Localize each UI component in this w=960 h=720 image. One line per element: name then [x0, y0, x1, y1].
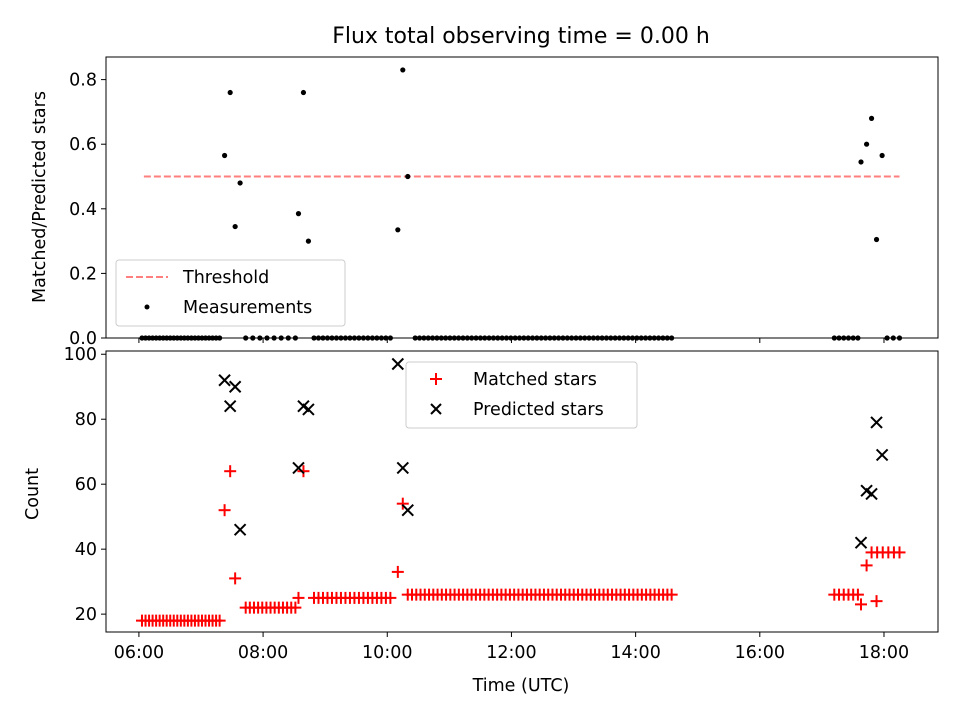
x-tick-label: 18:00 — [859, 643, 909, 663]
matched-star-point — [665, 588, 678, 601]
matched-star-point — [870, 595, 883, 608]
predicted-stars-legend-swatch — [430, 403, 442, 415]
x-tick-label: 08:00 — [238, 643, 288, 663]
top-legend: Threshold Measurements — [115, 259, 346, 327]
top-panel: 0.0 0.2 0.4 0.6 0.8 — [69, 56, 939, 349]
measurement-point — [237, 180, 243, 186]
predicted-star-point — [391, 357, 405, 371]
predicted-stars-legend-label: Predicted stars — [473, 400, 604, 420]
matched-star-point — [384, 591, 397, 604]
bottom-y-axis-label: Count — [23, 468, 43, 520]
measurement-point — [300, 89, 307, 96]
measurements-legend-swatch — [144, 304, 150, 310]
bottom-y-tick-label: 40 — [75, 540, 97, 560]
matched-stars-legend-swatch — [430, 373, 442, 385]
predicted-star-point — [218, 374, 231, 387]
predicted-star-point — [233, 523, 247, 536]
top-legend-frame — [115, 259, 346, 327]
matched-star-point — [218, 504, 231, 517]
matched-star-point — [229, 572, 242, 585]
top-y-tick-label: 0.6 — [69, 135, 97, 155]
predicted-star-point — [302, 403, 315, 416]
predicted-star-point — [870, 416, 883, 429]
measurement-point — [868, 115, 875, 121]
top-y-axis-label: Matched/Predicted stars — [30, 91, 50, 303]
x-tick-label: 06:00 — [114, 643, 164, 663]
bottom-panel: 20 40 60 80 100 06:00 08:00 10:00 12:00 14:00 16:0… — [64, 345, 939, 663]
matched-star-point — [396, 497, 409, 510]
predicted-star-point — [223, 400, 237, 413]
matched-star-point — [289, 601, 302, 614]
matched-star-point — [851, 588, 864, 601]
top-axes-frame — [105, 56, 939, 339]
bottom-y-tick-label: 80 — [75, 410, 97, 430]
matched-star-point — [860, 559, 873, 572]
measurement-point — [858, 159, 864, 165]
threshold-legend-label: Threshold — [182, 268, 269, 288]
bottom-legend-frame — [405, 361, 638, 429]
matched-star-point — [224, 465, 237, 478]
predicted-star-point — [228, 380, 242, 393]
measurement-point — [305, 238, 312, 244]
bottom-legend: Matched stars Predicted stars — [405, 361, 638, 429]
predicted-star-point — [292, 461, 305, 475]
predicted-star-point — [396, 461, 409, 475]
bottom-y-tick-label: 100 — [64, 345, 97, 365]
x-tick-label: 16:00 — [735, 643, 785, 663]
chart-title: Flux total observing time = 0.00 h — [332, 24, 710, 49]
predicted-star-point — [854, 536, 868, 549]
matched-stars-legend-label: Matched stars — [473, 370, 597, 390]
measurement-point — [232, 223, 238, 230]
bottom-y-tick-label: 20 — [75, 605, 97, 625]
measurement-point — [395, 227, 401, 233]
predicted-star-point — [865, 487, 878, 501]
predicted-star-point — [401, 503, 414, 517]
measurement-point — [295, 211, 302, 217]
x-axis-label: Time (UTC) — [472, 676, 570, 696]
measurement-point — [400, 67, 406, 73]
matched-star-point — [893, 546, 906, 559]
matched-star-point — [297, 465, 310, 478]
measurement-point — [873, 236, 880, 243]
measurement-point — [221, 152, 228, 159]
top-y-tick-label: 0.8 — [69, 71, 97, 91]
measurement-point — [879, 152, 885, 159]
x-tick-label: 10:00 — [362, 643, 412, 663]
top-y-tick-label: 0.4 — [69, 200, 97, 220]
measurements-legend-label: Measurements — [183, 298, 312, 318]
matched-star-point — [292, 591, 305, 604]
predicted-star-point — [875, 448, 889, 462]
measurement-point — [405, 173, 411, 180]
matched-star-point — [391, 565, 404, 578]
top-y-tick-label: 0.2 — [69, 264, 97, 284]
matched-star-point — [855, 598, 868, 611]
top-y-tick-label: 0.0 — [69, 329, 97, 349]
x-tick-label: 14:00 — [610, 643, 660, 663]
bottom-axes-frame — [105, 350, 939, 633]
x-tick-label: 12:00 — [486, 643, 536, 663]
matched-star-point — [213, 614, 226, 627]
measurement-point — [227, 89, 233, 96]
measurement-point — [863, 141, 870, 147]
bottom-y-tick-label: 60 — [75, 475, 97, 495]
